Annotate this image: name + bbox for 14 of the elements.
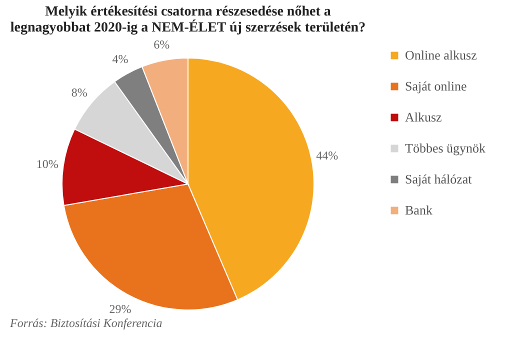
legend-label: Alkusz	[405, 110, 442, 124]
legend-label: Többes ügynök	[405, 140, 486, 156]
data-label: 6%	[154, 37, 170, 52]
legend-label: Saját hálózat	[405, 172, 472, 186]
data-label: 44%	[316, 148, 338, 162]
data-label: 4%	[112, 52, 128, 66]
data-label: 8%	[71, 86, 88, 100]
data-label: 10%	[36, 157, 58, 172]
chart-title: Melyik értékesítési csatorna részesedése nőhet a legnagyobbat 2020-ig a NEM-ÉLET új szerzések területén?	[10, 4, 366, 36]
text: Forrás: Biztosítási Konferencia	[10, 316, 162, 331]
legend-label: Saját online	[405, 78, 467, 94]
legend-label: Bank	[405, 202, 433, 218]
data-label: 29%	[109, 302, 132, 316]
legend-label: Online alkusz	[405, 48, 478, 62]
